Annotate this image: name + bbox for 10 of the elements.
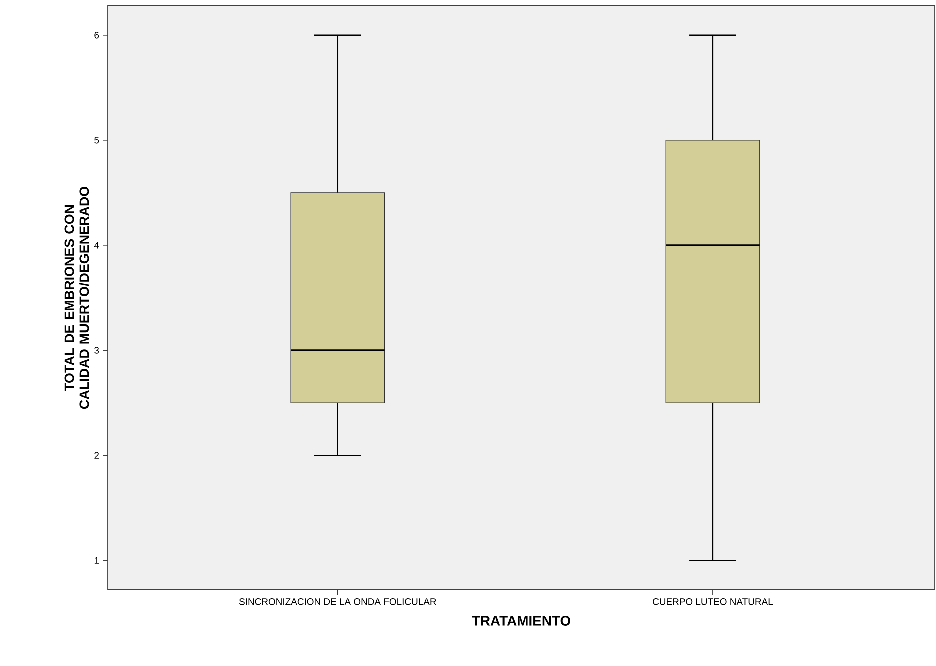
y-tick-label: 3 xyxy=(94,347,100,354)
y-tick-label: 2 xyxy=(94,452,100,459)
y-tick-label: 1 xyxy=(94,557,100,564)
y-tick-label: 5 xyxy=(94,137,100,144)
y-tick-label: 6 xyxy=(94,32,100,39)
y-tick-label: 4 xyxy=(94,242,100,249)
x-tick-label: SINCRONIZACION DE LA ONDA FOLICULAR xyxy=(239,598,436,606)
x-axis-title: TRATAMIENTO xyxy=(472,616,571,626)
x-tick-label: CUERPO LUTEO NATURAL xyxy=(653,598,774,606)
y-axis-title: TOTAL DE EMBRIONES CON CALIDAD MUERTO/DEGENERADO xyxy=(64,186,90,410)
